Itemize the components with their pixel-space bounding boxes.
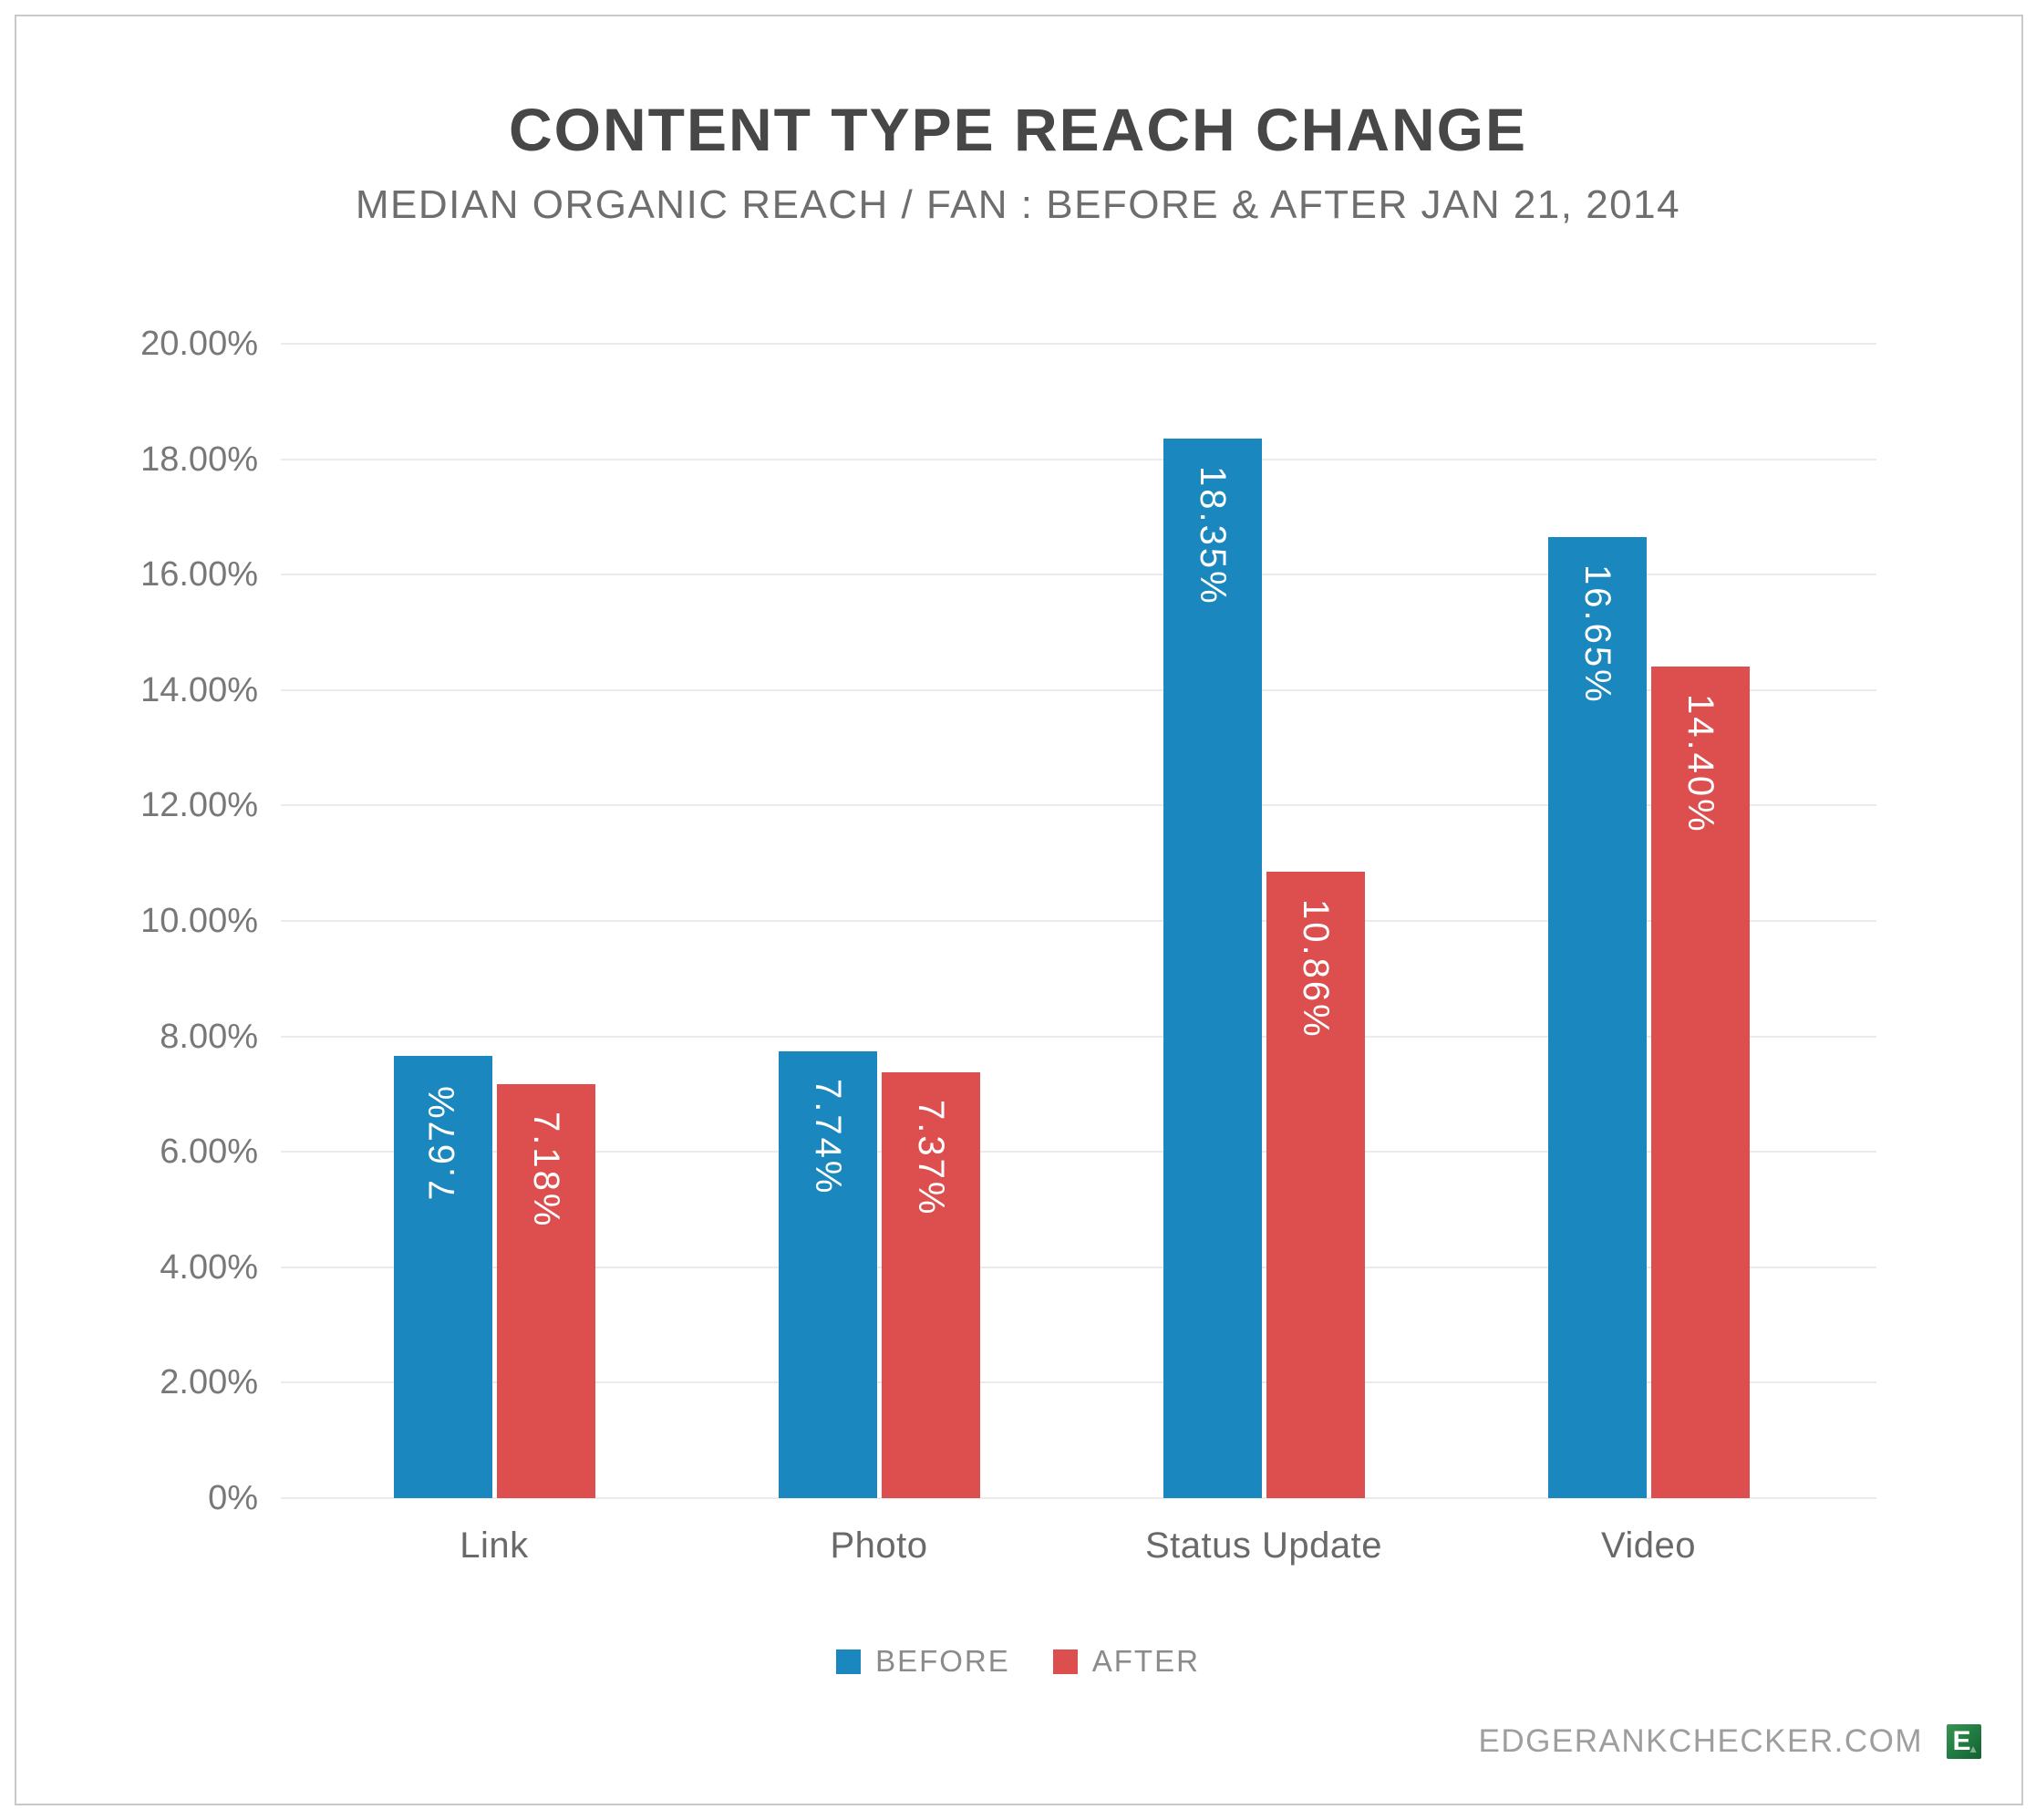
bar-value-text: 10.86% (1296, 898, 1336, 1039)
bar-after-photo: 7.37% (881, 1072, 980, 1498)
bar-value-text: 18.35% (1193, 466, 1233, 607)
gridline-10-00- (281, 920, 1876, 922)
y-tick-label-4-00-: 4.00% (160, 1247, 258, 1287)
gridline-4-00- (281, 1266, 1876, 1268)
y-tick-label-10-00-: 10.00% (140, 902, 258, 940)
bar-value-label: 7.18% (497, 1112, 595, 1228)
bar-value-label: 7.67% (394, 1083, 492, 1200)
legend-label-before: BEFORE (875, 1644, 1010, 1678)
y-tick-label-20-00-: 20.00% (140, 325, 258, 363)
bar-before-link: 7.67% (393, 1055, 492, 1498)
bar-value-text: 7.18% (526, 1111, 566, 1228)
bar-value-label: 7.74% (779, 1079, 877, 1195)
gridline-2-00- (281, 1381, 1876, 1384)
logo-arrow-icon: ▲ (1968, 1742, 1979, 1755)
gridline-6-00- (281, 1151, 1876, 1153)
bar-before-video: 16.65% (1547, 537, 1647, 1498)
gridline-20-00- (281, 343, 1876, 345)
y-tick-label-6-00-: 6.00% (160, 1132, 258, 1172)
legend: BEFORE AFTER (0, 1644, 2036, 1679)
bar-after-status-update: 10.86% (1266, 871, 1365, 1498)
category-label-photo: Photo (830, 1525, 928, 1566)
footer-site-text: EDGERANKCHECKER.COM (1478, 1723, 1923, 1759)
bar-value-text: 7.67% (422, 1082, 462, 1200)
bar-value-text: 16.65% (1577, 564, 1617, 705)
y-tick-label-14-00-: 14.00% (140, 670, 258, 709)
bar-value-label: 18.35% (1163, 466, 1262, 606)
legend-swatch-after (1052, 1649, 1078, 1674)
footer: EDGERANKCHECKER.COM E ▲ (1479, 1723, 1981, 1760)
y-tick-label-2-00-: 2.00% (160, 1363, 258, 1402)
bar-value-label: 14.40% (1651, 694, 1750, 834)
logo-letter: E (1952, 1726, 1971, 1756)
gridline-8-00- (281, 1035, 1876, 1038)
gridline-14-00- (281, 688, 1876, 691)
bar-before-status-update: 18.35% (1163, 439, 1262, 1498)
gridline-0- (281, 1497, 1876, 1499)
y-tick-label-12-00-: 12.00% (140, 786, 258, 825)
bar-after-link: 7.18% (496, 1083, 595, 1498)
edgerank-logo-icon: E ▲ (1947, 1724, 1981, 1759)
legend-item-before: BEFORE (836, 1644, 1010, 1679)
bar-value-text: 7.37% (911, 1100, 951, 1217)
bar-value-label: 7.37% (882, 1100, 980, 1216)
bar-value-label: 10.86% (1266, 899, 1365, 1039)
category-label-status-update: Status Update (1145, 1525, 1382, 1566)
bar-after-video: 14.40% (1650, 667, 1750, 1498)
bar-value-text: 7.74% (808, 1079, 848, 1196)
plot-area: 20.00% 18.00% 16.00% 14.00% 12.00% 10.00% 8.00… (140, 325, 1876, 1566)
y-tick-label-8-00-: 8.00% (160, 1017, 258, 1056)
legend-item-after: AFTER (1052, 1644, 1200, 1679)
bar-value-label: 16.65% (1548, 564, 1647, 705)
y-tick-label-18-00-: 18.00% (140, 439, 258, 479)
gridline-18-00- (281, 458, 1876, 460)
legend-swatch-before (836, 1649, 862, 1674)
category-label-link: Link (460, 1525, 529, 1566)
chart-title: CONTENT TYPE REACH CHANGE (508, 96, 1528, 163)
gridline-16-00- (281, 574, 1876, 576)
gridline-12-00- (281, 804, 1876, 807)
bar-before-photo: 7.74% (778, 1051, 877, 1498)
legend-label-after: AFTER (1091, 1644, 1200, 1678)
bar-value-text: 14.40% (1680, 694, 1721, 835)
category-label-video: Video (1600, 1525, 1697, 1566)
y-tick-label-16-00-: 16.00% (140, 555, 258, 595)
y-tick-label-0-: 0% (208, 1479, 258, 1517)
chart-subtitle: MEDIAN ORGANIC REACH / FAN : BEFORE & AF… (355, 182, 1681, 227)
